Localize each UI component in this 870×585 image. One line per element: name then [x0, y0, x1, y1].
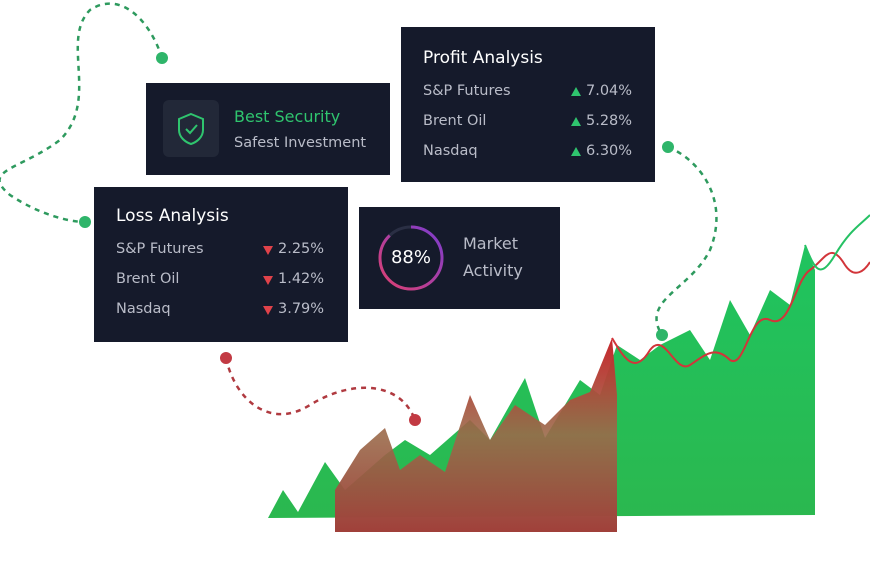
dashed-link [655, 145, 718, 336]
card-subtitle: Safest Investment [234, 135, 367, 151]
stat-name: S&P Futures [423, 83, 511, 99]
card-title: Profit Analysis [423, 48, 543, 68]
stat-value: 5.28% [586, 113, 633, 129]
activity-percent: 88% [390, 247, 431, 268]
green-area [268, 245, 815, 518]
stat-name: Nasdaq [423, 143, 478, 159]
down-arrow [263, 306, 273, 315]
card-title: Best Security [234, 107, 341, 126]
dashed-link [224, 357, 417, 421]
dot [156, 52, 168, 64]
stat-value: 6.30% [586, 143, 633, 159]
stat-value: 2.25% [278, 241, 325, 257]
dot [79, 216, 91, 228]
green-line [804, 214, 870, 271]
down-arrow [263, 276, 273, 285]
dashed-link [0, 2, 164, 224]
stat-name: Brent Oil [116, 271, 180, 287]
down-arrow [263, 246, 273, 255]
loss-card: Loss Analysis S&P Futures 2.25% Brent Oil 1… [94, 187, 348, 342]
stat-value: 3.79% [278, 301, 325, 317]
stat-value: 7.04% [586, 83, 633, 99]
dot [409, 414, 421, 426]
security-card: Best Security Safest Investment [146, 83, 390, 175]
dot [662, 141, 674, 153]
up-arrow [571, 117, 581, 126]
up-arrow [571, 87, 581, 96]
dot [656, 329, 668, 341]
activity-label: Activity [463, 261, 523, 280]
activity-card: 88% Market Activity [359, 207, 560, 309]
progress-ring [378, 225, 444, 291]
red-area [335, 338, 617, 532]
up-arrow [571, 147, 581, 156]
profit-card: Profit Analysis S&P Futures 7.04% Brent Oi… [401, 27, 655, 182]
stat-value: 1.42% [278, 271, 325, 287]
dot [220, 352, 232, 364]
activity-label: Market [463, 234, 518, 253]
stat-name: Brent Oil [423, 113, 487, 129]
card-title: Loss Analysis [116, 206, 229, 226]
shield-icon [163, 100, 219, 157]
stat-name: S&P Futures [116, 241, 204, 257]
stat-name: Nasdaq [116, 301, 171, 317]
